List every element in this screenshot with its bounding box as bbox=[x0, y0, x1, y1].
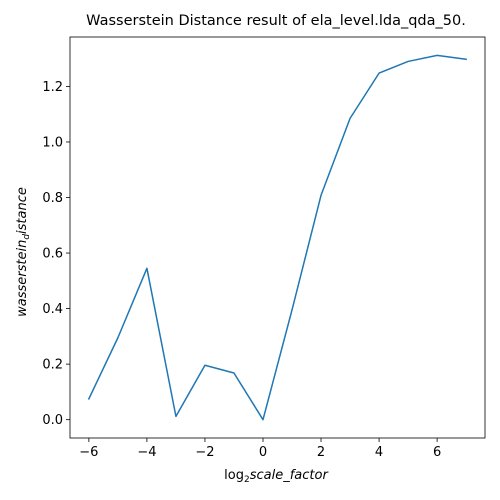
y-tick-label: 0.2 bbox=[42, 358, 63, 373]
plot-area: −6 −4 −2 0 2 4 6 0.0 0.2 0.4 0.6 0.8 1.0 1.2 bbox=[42, 36, 486, 460]
x-tick-label: 2 bbox=[317, 445, 325, 460]
y-axis-label-base: wasserstein bbox=[15, 240, 30, 317]
x-tick-label: −2 bbox=[195, 445, 214, 460]
y-tick-label: 0.0 bbox=[42, 413, 63, 428]
y-axis-label: wassersteindistance bbox=[15, 187, 32, 317]
x-axis-label-subscript: 2 bbox=[244, 475, 250, 485]
x-axis-label: log2scale_factor bbox=[224, 468, 329, 485]
y-tick-label: 0.4 bbox=[42, 302, 63, 317]
y-axis-label-rest: istance bbox=[15, 187, 30, 234]
y-axis-label-subscript: d bbox=[22, 234, 32, 240]
y-tick-label: 1.0 bbox=[42, 135, 63, 150]
x-tick-label: 0 bbox=[259, 445, 267, 460]
x-tick-label: −4 bbox=[137, 445, 156, 460]
x-tick-label: 4 bbox=[375, 445, 383, 460]
y-tick-label: 0.8 bbox=[42, 191, 63, 206]
axes-frame bbox=[69, 36, 486, 439]
x-tick-label: 6 bbox=[433, 445, 441, 460]
chart-title: Wasserstein Distance result of ela_level… bbox=[86, 13, 466, 29]
y-tick-label: 0.6 bbox=[42, 247, 63, 262]
x-tick-label: −6 bbox=[79, 445, 98, 460]
x-axis-label-rest: scale_factor bbox=[250, 468, 330, 483]
series-line-0 bbox=[87, 54, 467, 421]
x-axis-label-base: log bbox=[224, 468, 244, 483]
y-tick-label: 1.2 bbox=[42, 80, 63, 95]
